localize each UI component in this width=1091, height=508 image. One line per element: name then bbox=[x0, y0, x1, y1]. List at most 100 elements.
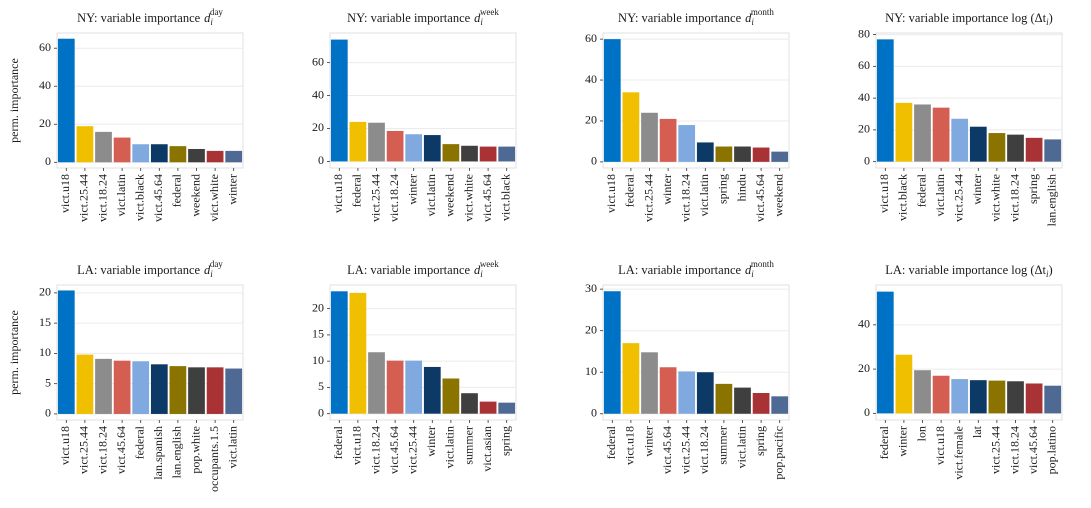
bar bbox=[734, 387, 751, 414]
x-tick-label: vict.asian bbox=[480, 426, 494, 472]
bar bbox=[76, 354, 94, 414]
x-tick-label: vict.25.44 bbox=[678, 426, 692, 474]
x-tick-label: vict.u18 bbox=[58, 426, 72, 465]
x-tick-label: weekend bbox=[771, 174, 785, 217]
bar bbox=[479, 146, 497, 162]
chart-title: LA: variable importance diweek bbox=[347, 259, 499, 279]
y-tick-label: 5 bbox=[318, 379, 324, 393]
x-tick-label: vict.u18 bbox=[623, 426, 637, 465]
bar bbox=[405, 134, 423, 162]
bar bbox=[423, 366, 441, 414]
y-tick-label: 0 bbox=[318, 153, 324, 167]
x-tick-label: vict.18.24 bbox=[368, 426, 382, 474]
bar bbox=[678, 125, 696, 162]
bar bbox=[169, 366, 187, 414]
x-tick-label: vict.45.64 bbox=[1026, 426, 1040, 474]
bar bbox=[206, 150, 224, 163]
title-math-sub: i bbox=[480, 17, 483, 27]
x-tick-label: vict.latin bbox=[933, 174, 947, 216]
x-tick-label: pop.latino bbox=[1044, 426, 1058, 474]
x-tick-label: spring bbox=[1026, 174, 1040, 204]
bar bbox=[368, 352, 385, 414]
x-tick-label: lan.spanish bbox=[151, 426, 165, 480]
bar bbox=[95, 131, 112, 163]
x-tick-label: vict.25.44 bbox=[405, 426, 419, 474]
y-tick-label: 20 bbox=[39, 116, 51, 130]
bar bbox=[386, 130, 404, 162]
y-tick-label: 20 bbox=[858, 122, 870, 136]
x-tick-label: pop.white bbox=[188, 426, 202, 474]
title-math-sup: month bbox=[751, 7, 775, 17]
x-tick-label: winter bbox=[225, 174, 239, 205]
y-tick-label: 30 bbox=[585, 281, 597, 295]
title-math-sub: i bbox=[210, 269, 213, 279]
bar bbox=[1044, 385, 1062, 414]
x-tick-label: federal bbox=[170, 173, 184, 207]
x-tick-label: federal bbox=[604, 425, 618, 459]
chart-title: LA: variable importance log (Δti) bbox=[885, 263, 1052, 279]
bar bbox=[1044, 139, 1062, 162]
y-tick-label: 60 bbox=[312, 54, 324, 68]
x-tick-label: vict.25.44 bbox=[368, 174, 382, 222]
bar bbox=[461, 145, 478, 162]
x-tick-label: vict.18.24 bbox=[95, 426, 109, 474]
title-text: NY: variable importance bbox=[77, 11, 201, 25]
bar bbox=[188, 367, 205, 414]
x-tick-label: federal bbox=[914, 173, 928, 207]
bar bbox=[132, 144, 150, 163]
x-tick-label: vict.45.64 bbox=[387, 426, 401, 474]
title-math-sub: i bbox=[1046, 17, 1049, 27]
title-text: LA: variable importance bbox=[347, 263, 470, 277]
title-math-tail: ) bbox=[1049, 11, 1053, 25]
x-tick-label: vict.latin bbox=[734, 426, 748, 468]
title-math-sup: week bbox=[480, 7, 499, 17]
title-text: LA: variable importance bbox=[618, 263, 741, 277]
x-tick-label: vict.female bbox=[951, 426, 965, 480]
bar bbox=[206, 367, 224, 414]
bar bbox=[734, 146, 751, 162]
y-tick-label: 0 bbox=[864, 153, 870, 167]
bar bbox=[498, 402, 516, 414]
x-tick-label: vict.latin bbox=[225, 426, 239, 468]
y-tick-label: 60 bbox=[585, 31, 597, 45]
bar bbox=[113, 360, 131, 414]
y-tick-label: 20 bbox=[858, 361, 870, 375]
x-tick-label: hindu bbox=[734, 174, 748, 201]
x-tick-label: vict.u18 bbox=[350, 426, 364, 465]
bar bbox=[57, 290, 75, 414]
y-tick-label: 5 bbox=[45, 375, 51, 389]
x-tick-label: vict.black bbox=[896, 174, 910, 221]
x-tick-label: vict.latin bbox=[424, 174, 438, 216]
title-math-base: d bbox=[474, 11, 481, 25]
bar bbox=[76, 126, 94, 163]
y-tick-label: 20 bbox=[585, 113, 597, 127]
bar bbox=[914, 370, 931, 414]
title-math-sup: day bbox=[210, 7, 223, 17]
y-tick-label: 40 bbox=[858, 317, 870, 331]
y-tick-label: 15 bbox=[312, 327, 324, 341]
bar bbox=[641, 352, 658, 414]
x-tick-label: vict.18.24 bbox=[1007, 426, 1021, 474]
y-tick-label: 20 bbox=[585, 322, 597, 336]
bar bbox=[678, 371, 696, 414]
title-math-base: d bbox=[204, 11, 211, 25]
x-tick-label: vict.45.64 bbox=[660, 426, 674, 474]
bar bbox=[932, 107, 950, 162]
y-tick-label: 60 bbox=[39, 40, 51, 54]
bar bbox=[188, 148, 205, 163]
y-tick-label: 20 bbox=[312, 120, 324, 134]
x-tick-label: vict.latin bbox=[443, 426, 457, 468]
x-tick-label: vict.25.44 bbox=[77, 426, 91, 474]
x-tick-label: vict.latin bbox=[114, 174, 128, 216]
bar bbox=[752, 393, 770, 414]
bar bbox=[622, 343, 640, 414]
chart-title: LA: variable importance dimonth bbox=[618, 259, 774, 279]
bar bbox=[914, 104, 931, 162]
title-math-base: d bbox=[745, 263, 752, 277]
y-tick-label: 0 bbox=[45, 406, 51, 420]
x-tick-label: vict.25.44 bbox=[989, 426, 1003, 474]
title-math-sup: day bbox=[210, 259, 223, 269]
x-tick-label: winter bbox=[896, 426, 910, 457]
